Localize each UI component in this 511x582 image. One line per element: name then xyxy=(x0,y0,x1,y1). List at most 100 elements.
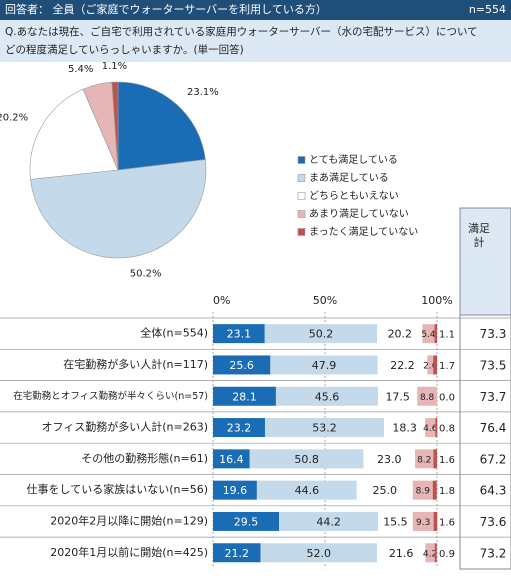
category-label: 2020年2月以降に開始(n=129) xyxy=(50,513,208,527)
pie-slice xyxy=(29,88,119,180)
question-box xyxy=(0,20,511,62)
x-tick-label: 100% xyxy=(421,294,452,307)
pie-label: 20.2% xyxy=(0,113,28,124)
value-label: 45.6 xyxy=(315,390,340,403)
value-label: 9.3 xyxy=(416,518,430,528)
bar-segment xyxy=(378,511,413,531)
bar-segment xyxy=(264,324,378,344)
total-value: 67.2 xyxy=(480,452,507,466)
value-label: 21.2 xyxy=(224,547,249,560)
header-n: n=554 xyxy=(469,3,506,16)
legend-swatch xyxy=(297,156,306,164)
value-label: 8.9 xyxy=(416,487,431,497)
value-label: 1.1 xyxy=(439,330,455,341)
value-label: 1.6 xyxy=(439,455,455,466)
legend-swatch xyxy=(297,192,306,200)
pie-label: 23.1% xyxy=(187,87,219,98)
bar-segment xyxy=(376,543,426,563)
bar-segment xyxy=(425,543,435,563)
legend-swatch xyxy=(297,228,306,236)
value-label: 17.5 xyxy=(385,390,410,403)
legend-label: どちらともいえない xyxy=(309,190,399,202)
bar-segment xyxy=(434,324,437,344)
bar-segment xyxy=(433,511,438,531)
pie-label: 5.4% xyxy=(68,64,93,75)
value-label: 28.1 xyxy=(232,390,257,403)
bar-segment xyxy=(356,480,413,500)
total-value: 76.4 xyxy=(480,421,507,435)
value-label: 44.6 xyxy=(295,484,320,497)
value-label: 1.7 xyxy=(439,361,455,372)
value-label: 4.2 xyxy=(423,549,437,559)
bar-segment xyxy=(415,449,434,469)
value-label: 47.9 xyxy=(312,359,337,372)
bar-segment xyxy=(213,418,265,438)
value-label: 0.0 xyxy=(439,392,455,403)
legend-swatch xyxy=(297,210,306,218)
pie-label: 1.1% xyxy=(102,61,127,72)
value-label: 0.8 xyxy=(439,424,455,435)
bar-segment xyxy=(275,386,379,406)
value-label: 50.8 xyxy=(294,453,319,466)
legend-label: とても満足している xyxy=(309,154,398,166)
category-label: 在宅勤務とオフィス勤務が半々くらい(n=57) xyxy=(13,390,208,402)
legend-label: まあ満足している xyxy=(309,172,389,184)
bar-segment xyxy=(412,480,433,500)
total-value: 73.6 xyxy=(480,515,507,529)
bar-segment xyxy=(249,449,364,469)
category-label: オフィス勤務が多い人計(n=263) xyxy=(41,420,208,434)
value-label: 44.2 xyxy=(316,515,341,528)
bar-segment xyxy=(377,355,428,375)
pie-label: 50.2% xyxy=(130,268,162,279)
total-header-box xyxy=(459,207,511,316)
value-label: 23.2 xyxy=(227,422,252,435)
bar-segment xyxy=(213,355,271,375)
header-title: 回答者： 全員（ご家庭でウォーターサーバーを利用している方） xyxy=(5,2,327,16)
value-label: 16.4 xyxy=(219,453,244,466)
bar-segment xyxy=(427,355,434,375)
category-label: 全体(n=554) xyxy=(140,326,208,340)
bar-segment xyxy=(213,480,257,500)
value-label: 23.1 xyxy=(227,328,252,341)
value-label: 22.2 xyxy=(390,359,415,372)
bar-segment xyxy=(432,480,437,500)
value-label: 25.0 xyxy=(373,484,398,497)
x-tick-label: 0% xyxy=(213,294,230,307)
total-value: 73.5 xyxy=(480,358,507,372)
bar-segment xyxy=(213,543,261,563)
bar-segment xyxy=(434,543,437,563)
value-label: 53.2 xyxy=(312,422,337,435)
value-label: 18.3 xyxy=(392,422,417,435)
bar-segment xyxy=(256,480,357,500)
pie-slice xyxy=(111,81,119,171)
value-label: 2.6 xyxy=(423,361,438,371)
category-label: その他の勤務形態(n=61) xyxy=(81,451,208,465)
pie-slice xyxy=(30,159,207,259)
value-label: 8.8 xyxy=(420,393,435,403)
value-label: 5.4 xyxy=(421,330,436,340)
question-line: Q.あなたは現在、ご自宅で利用されている家庭用ウォーターサーバー（水の宅配サービ… xyxy=(5,25,478,38)
pie-slice xyxy=(117,81,206,171)
category-label: 仕事をしている家族はいない(n=56) xyxy=(27,482,208,496)
bar-segment xyxy=(412,511,434,531)
bar-segment xyxy=(417,386,437,406)
total-value: 73.2 xyxy=(480,546,507,560)
total-value: 64.3 xyxy=(480,484,507,498)
bar-segment xyxy=(433,449,437,469)
bar-segment xyxy=(435,418,438,438)
bar-segment xyxy=(264,418,385,438)
bar-segment xyxy=(425,418,436,438)
bar-segment xyxy=(279,511,379,531)
legend-label: あまり満足していない xyxy=(309,208,409,220)
value-label: 23.0 xyxy=(377,453,402,466)
bar-segment xyxy=(363,449,416,469)
total-header: 満足計 xyxy=(468,222,490,249)
value-label: 1.6 xyxy=(439,517,455,528)
bar-segment xyxy=(213,449,250,469)
legend-swatch xyxy=(297,174,306,182)
value-label: 21.6 xyxy=(389,547,414,560)
value-label: 50.2 xyxy=(309,328,334,341)
category-label: 在宅勤務が多い人計(n=117) xyxy=(63,357,208,371)
